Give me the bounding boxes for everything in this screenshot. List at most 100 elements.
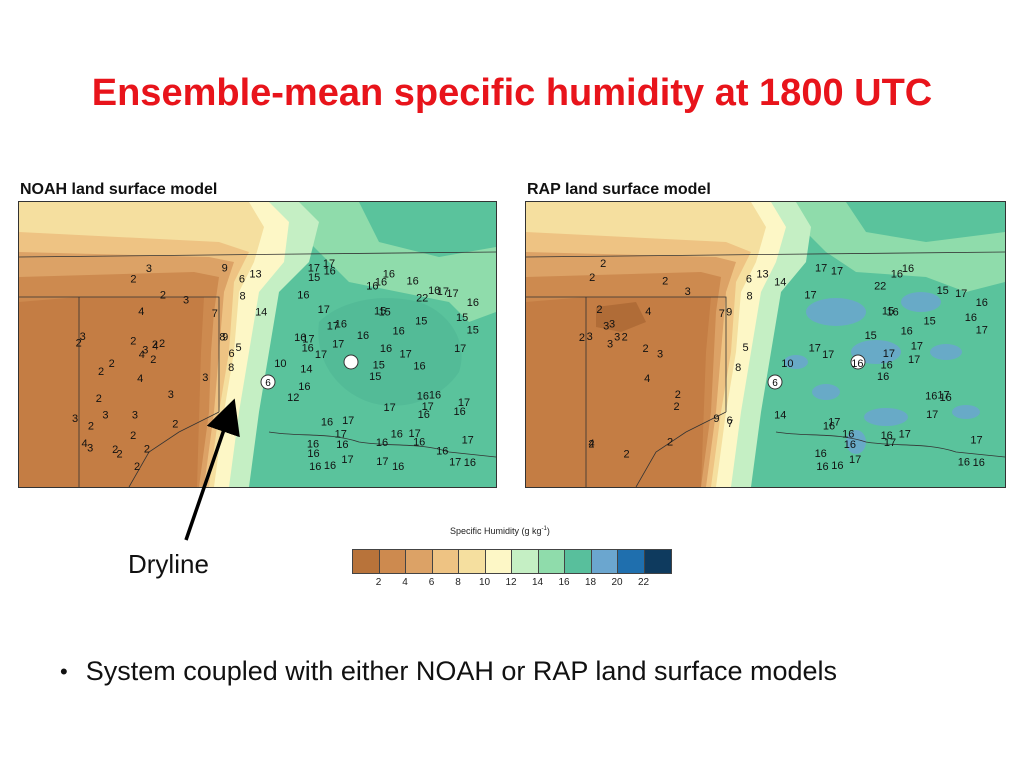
contour-value-label: 2 [642, 343, 648, 355]
contour-value-label: 16 [891, 269, 903, 281]
contour-value-label: 16 [467, 297, 479, 309]
contour-value-label: 17 [911, 340, 923, 352]
contour-value-label: 16 [324, 460, 336, 472]
contour-value-label: 16 [383, 269, 395, 281]
contour-value-label: 15 [369, 371, 381, 383]
contour-value-label: 3 [183, 295, 189, 307]
contour-value-label: 10 [781, 358, 793, 370]
contour-value-label: 16 [375, 277, 387, 289]
colorbar-swatch [565, 550, 592, 573]
contour-value-label: 2 [130, 274, 136, 286]
contour-value-label: 16 [307, 439, 319, 451]
noah-map-graphic: 6 47845764810131617161515161516161616161… [19, 202, 496, 487]
svg-text:6: 6 [265, 378, 271, 389]
contour-value-label: 16 [357, 330, 369, 342]
contour-value-label: 3 [607, 339, 613, 351]
contour-value-label: 17 [383, 402, 395, 414]
contour-value-label: 17 [315, 349, 327, 361]
contour-value-label: 3 [614, 332, 620, 344]
contour-value-label: 2 [109, 358, 115, 370]
contour-value-label: 16 [901, 326, 913, 338]
slide-title: Ensemble-mean specific humidity at 1800 … [91, 72, 933, 114]
contour-value-label: 2 [96, 393, 102, 405]
contour-value-label: 16 [309, 461, 321, 473]
contour-value-label: 9 [222, 262, 228, 274]
colorbar [352, 549, 672, 574]
colorbar-title-sup: -1 [541, 526, 547, 532]
contour-value-label: 16 [428, 285, 440, 297]
rap-panel-title: RAP land surface model [527, 181, 711, 198]
contour-value-label: 2 [112, 444, 118, 456]
dryline-label: Dryline [128, 549, 209, 579]
contour-value-label: 22 [416, 293, 428, 305]
contour-value-label: 17 [937, 389, 949, 401]
contour-value-label: 15 [923, 316, 935, 328]
contour-value-label: 4 [152, 340, 158, 352]
contour-value-label: 15 [415, 316, 427, 328]
contour-value-label: 17 [849, 454, 861, 466]
colorbar-labels: 2 4 6 8 10 12 14 16 18 20 22 [352, 577, 672, 591]
contour-value-label: 16 [844, 439, 856, 451]
contour-value-label: 2 [134, 461, 140, 473]
contour-value-label: 16 [391, 428, 403, 440]
contour-value-label: 17 [908, 354, 920, 366]
colorbar-tick-label: 4 [402, 577, 408, 588]
colorbar-swatch [459, 550, 486, 573]
contour-value-label: 17 [408, 428, 420, 440]
contour-value-label: 16 [453, 406, 465, 418]
contour-value-label: 17 [815, 262, 827, 274]
contour-value-label: 15 [379, 306, 391, 318]
contour-value-label: 3 [87, 442, 93, 454]
contour-value-label: 15 [937, 285, 949, 297]
contour-value-label: 8 [219, 332, 225, 344]
contour-value-label: 17 [332, 339, 344, 351]
contour-value-label: 17 [449, 457, 461, 469]
contour-value-label: 4 [138, 306, 144, 318]
contour-value-label: 7 [727, 418, 733, 430]
contour-value-label: 3 [146, 263, 152, 275]
colorbar-swatch [618, 550, 645, 573]
contour-value-label: 16 [418, 409, 430, 421]
contour-value-label: 2 [98, 366, 104, 378]
contour-value-label: 16 [294, 332, 306, 344]
contour-value-label: 2 [662, 276, 668, 288]
contour-value-label: 17 [327, 320, 339, 332]
contour-value-label: 17 [462, 434, 474, 446]
contour-value-label: 16 [851, 358, 863, 370]
contour-value-label: 15 [374, 306, 386, 318]
contour-value-label: 15 [865, 330, 877, 342]
contour-value-label: 4 [139, 349, 145, 361]
contour-value-label: 17 [970, 434, 982, 446]
contour-value-label: 16 [336, 439, 348, 451]
contour-value-label: 2 [150, 354, 156, 366]
contour-value-label: 14 [255, 307, 267, 319]
contour-value-label: 17 [899, 428, 911, 440]
contour-value-label: 16 [939, 392, 951, 404]
contour-value-label: 16 [877, 371, 889, 383]
colorbar-swatch [379, 550, 406, 573]
svg-text:6: 6 [772, 378, 778, 389]
contour-value-label: 2 [130, 335, 136, 347]
contour-value-label: 15 [456, 312, 468, 324]
contour-value-label: 17 [323, 258, 335, 270]
contour-value-label: 4 [589, 438, 595, 450]
contour-value-label: 9 [713, 413, 719, 425]
contour-value-label: 16 [831, 460, 843, 472]
contour-value-label: 22 [874, 280, 886, 292]
contour-value-label: 4 [644, 373, 650, 385]
contour-value-label: 3 [168, 389, 174, 401]
contour-value-label: 2 [172, 418, 178, 430]
contour-value-label: 4 [82, 438, 88, 450]
contour-value-label: 16 [436, 446, 448, 458]
contour-value-label: 2 [160, 290, 166, 302]
contour-value-label: 4 [645, 306, 651, 318]
contour-value-label: 16 [965, 312, 977, 324]
contour-value-label: 3 [202, 372, 208, 384]
contour-value-label: 16 [380, 343, 392, 355]
rap-map-graphic: 6 47845764810131617161615161516171516161… [526, 202, 1005, 487]
contour-value-label: 2 [622, 331, 628, 343]
contour-value-label: 17 [804, 290, 816, 302]
contour-value-label: 3 [685, 286, 691, 298]
colorbar-tick-label: 8 [455, 577, 461, 588]
contour-value-label: 13 [249, 268, 261, 280]
